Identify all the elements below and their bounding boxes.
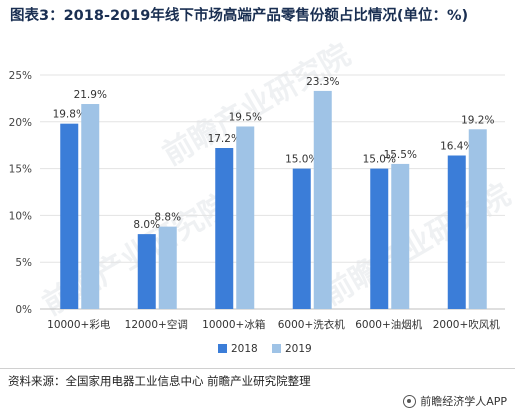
data-label: 19.5%: [229, 111, 262, 123]
source-note: 资料来源：全国家用电器工业信息中心 前瞻产业研究院整理: [8, 374, 311, 388]
data-label: 17.2%: [208, 133, 241, 145]
brand-label: 前瞻经济学人APP: [420, 395, 507, 408]
bar-2019: [391, 163, 410, 309]
data-label: 16.4%: [440, 140, 473, 152]
data-label: 8.0%: [133, 219, 160, 231]
y-tick-label: 15%: [9, 164, 32, 176]
data-label: 19.2%: [461, 114, 494, 126]
bar-2018: [292, 168, 311, 309]
brand: 前瞻经济学人APP: [403, 393, 507, 409]
bar-chart: 0% 5% 10% 15% 20% 25% 19.8% 21.9% 10000+彩电 8.0%8.…: [9, 70, 505, 355]
legend-label: 2019: [285, 343, 312, 355]
data-label: 23.3%: [306, 76, 339, 88]
legend-label: 2018: [231, 343, 258, 355]
y-tick-label: 20%: [9, 117, 32, 129]
y-tick-label: 25%: [9, 70, 32, 82]
bar-2018: [215, 148, 234, 309]
data-label: 15.0%: [285, 154, 318, 166]
footer-divider: [0, 368, 515, 369]
bar-2019: [313, 90, 332, 309]
bar-2019: [158, 226, 177, 309]
data-label: 8.8%: [154, 212, 181, 224]
y-tick-label: 5%: [15, 257, 32, 269]
x-tick-label: 6000+洗衣机: [278, 318, 346, 331]
legend-swatch-2018: [218, 344, 227, 353]
y-tick-label: 0%: [15, 304, 32, 316]
x-tick-label: 2000+吹风机: [433, 318, 501, 331]
x-tick-label: 10000+冰箱: [202, 318, 265, 331]
brand-logo-icon: [403, 394, 417, 408]
data-label: 15.5%: [384, 149, 417, 161]
chart-title: 图表3：2018-2019年线下市场高端产品零售份额占比情况(单位：%): [10, 8, 469, 24]
bar-2018: [447, 155, 466, 309]
y-tick-label: 10%: [9, 210, 32, 222]
legend-swatch-2019: [272, 344, 281, 353]
data-label: 15.0%: [363, 154, 396, 166]
x-tick-label: 10000+彩电: [47, 318, 111, 331]
bar-2018: [60, 123, 79, 309]
bar-2019: [236, 126, 255, 309]
bar-2019: [81, 104, 100, 310]
x-tick-label: 6000+油烟机: [355, 318, 423, 331]
x-tick-label: 12000+空调: [125, 318, 188, 331]
bar-2019: [468, 129, 487, 309]
bar-2018: [370, 168, 389, 309]
bar-2018: [137, 234, 156, 309]
data-label: 19.8%: [53, 109, 86, 121]
data-label: 21.9%: [74, 89, 107, 101]
